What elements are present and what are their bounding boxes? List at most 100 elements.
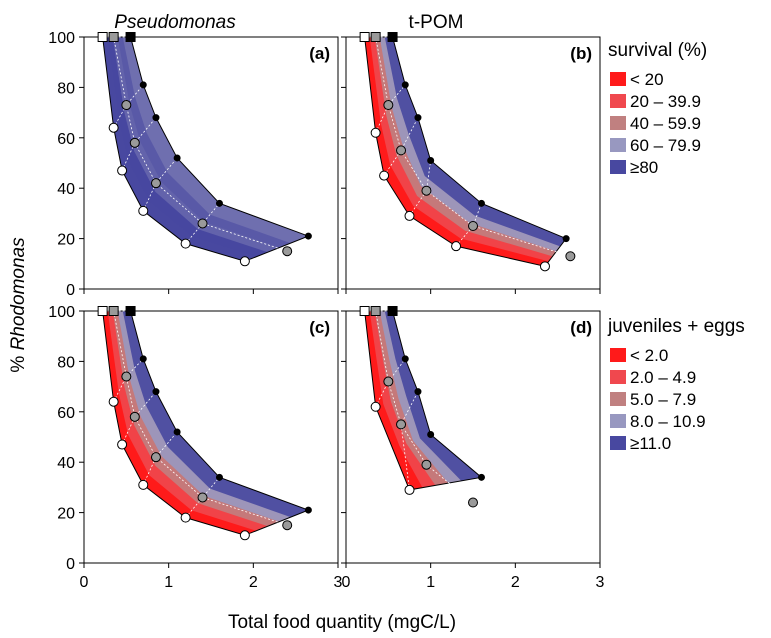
marker-black — [173, 428, 181, 436]
marker-square-white — [97, 306, 108, 316]
marker-grey — [150, 452, 161, 463]
marker-grey — [282, 246, 293, 257]
connector-line — [375, 36, 571, 257]
y-tick-label: 80 — [57, 80, 75, 97]
connector-line — [455, 203, 482, 247]
x-axis-label: Total food quantity (mgC/L) — [228, 612, 456, 633]
marker-black — [401, 355, 409, 363]
marker-black — [401, 81, 409, 89]
legend-entry: < 20 — [630, 70, 664, 89]
x-tick-label: 3 — [334, 574, 343, 591]
marker-black — [152, 388, 160, 396]
legend-entry: ≥11.0 — [630, 434, 671, 453]
marker-square-black — [387, 32, 398, 42]
marker-white — [370, 401, 381, 412]
marker-white — [539, 261, 550, 272]
connector-line — [244, 235, 309, 262]
legend-juveniles: juveniles + eggs < 2.0 2.0 – 4.9 5.0 – 7.9… — [607, 316, 745, 453]
y-tick-label: 20 — [57, 506, 75, 523]
contour-band — [107, 311, 309, 531]
legend-entry: 60 – 79.9 — [630, 136, 701, 155]
legend-swatch — [610, 414, 626, 428]
marker-black — [215, 199, 223, 207]
marker-grey — [197, 492, 208, 503]
legend-survival: survival (%) < 20 20 – 39.9 40 – 59.9 60 – … — [608, 40, 707, 177]
y-tick-label: 0 — [66, 282, 75, 299]
marker-square-white — [359, 306, 370, 316]
connector-line — [244, 509, 309, 536]
connector-line — [121, 391, 157, 445]
marker-black — [414, 388, 422, 396]
connector-line — [375, 84, 406, 133]
contour-band — [107, 37, 309, 257]
contour-band — [384, 37, 567, 247]
marker-black — [427, 430, 435, 438]
x-tick-label: 0 — [342, 574, 351, 591]
marker-white — [370, 127, 381, 138]
panel-1: (b) — [341, 32, 601, 294]
contour-band — [112, 37, 309, 253]
marker-white — [138, 205, 149, 216]
marker-black — [139, 355, 147, 363]
legend-survival-title: survival (%) — [608, 40, 707, 61]
contour-band — [369, 37, 567, 262]
marker-grey — [565, 251, 576, 262]
column-title-pseudomonas: Pseudomonas — [114, 12, 236, 33]
panel-label: (b) — [570, 44, 592, 63]
connector-line — [113, 36, 288, 252]
marker-grey — [282, 520, 293, 531]
marker-white — [404, 210, 415, 221]
marker-black — [477, 199, 485, 207]
y-tick-label: 100 — [48, 30, 75, 47]
marker-square-grey — [370, 306, 381, 316]
connector-line — [185, 477, 220, 518]
marker-white — [180, 238, 191, 249]
connector-line — [544, 238, 571, 267]
y-tick-label: 0 — [66, 556, 75, 573]
marker-grey — [197, 218, 208, 229]
marker-black — [304, 506, 312, 514]
legend-entry: 20 – 39.9 — [630, 92, 701, 111]
marker-black — [562, 235, 570, 243]
marker-white — [117, 165, 128, 176]
contour-band — [384, 311, 482, 481]
legend-swatch — [610, 160, 626, 174]
legend-entry: 2.0 – 4.9 — [630, 368, 696, 387]
connector-line — [142, 431, 178, 486]
marker-grey — [468, 221, 478, 231]
column-title-tpom: t-POM — [409, 12, 464, 33]
marker-grey — [129, 411, 140, 422]
marker-black — [139, 81, 147, 89]
x-tick-label: 2 — [511, 574, 520, 591]
marker-grey — [468, 497, 478, 508]
marker-square-black — [387, 306, 398, 316]
legend-swatch — [610, 348, 626, 362]
marker-grey — [421, 459, 432, 470]
x-tick-label: 2 — [249, 574, 258, 591]
marker-square-grey — [108, 32, 119, 42]
contour-band — [117, 37, 309, 248]
marker-grey — [383, 376, 394, 387]
panel-3: (d) 0 1 2 3 — [341, 306, 605, 591]
marker-grey — [396, 419, 407, 430]
connector-line — [113, 310, 288, 526]
x-tick-label: 0 — [80, 574, 89, 591]
marker-black — [173, 154, 181, 162]
marker-white — [108, 122, 119, 133]
y-tick-label: 80 — [57, 354, 75, 371]
marker-white — [138, 479, 149, 490]
marker-grey — [121, 100, 132, 111]
marker-black — [427, 156, 435, 164]
marker-grey — [129, 137, 140, 148]
y-tick-label: 40 — [57, 181, 75, 198]
contour-base — [364, 37, 567, 267]
connector-line — [121, 117, 157, 171]
marker-square-grey — [370, 32, 381, 42]
legend-entry: 5.0 – 7.9 — [630, 390, 696, 409]
y-tick-label: 60 — [57, 405, 75, 422]
marker-grey — [150, 178, 161, 189]
marker-white — [451, 241, 462, 252]
marker-square-grey — [108, 306, 119, 316]
marker-white — [180, 512, 191, 523]
